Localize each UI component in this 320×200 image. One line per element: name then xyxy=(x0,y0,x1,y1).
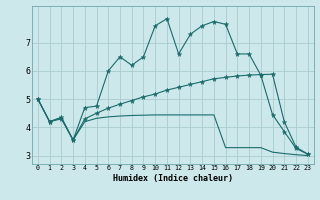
X-axis label: Humidex (Indice chaleur): Humidex (Indice chaleur) xyxy=(113,174,233,183)
